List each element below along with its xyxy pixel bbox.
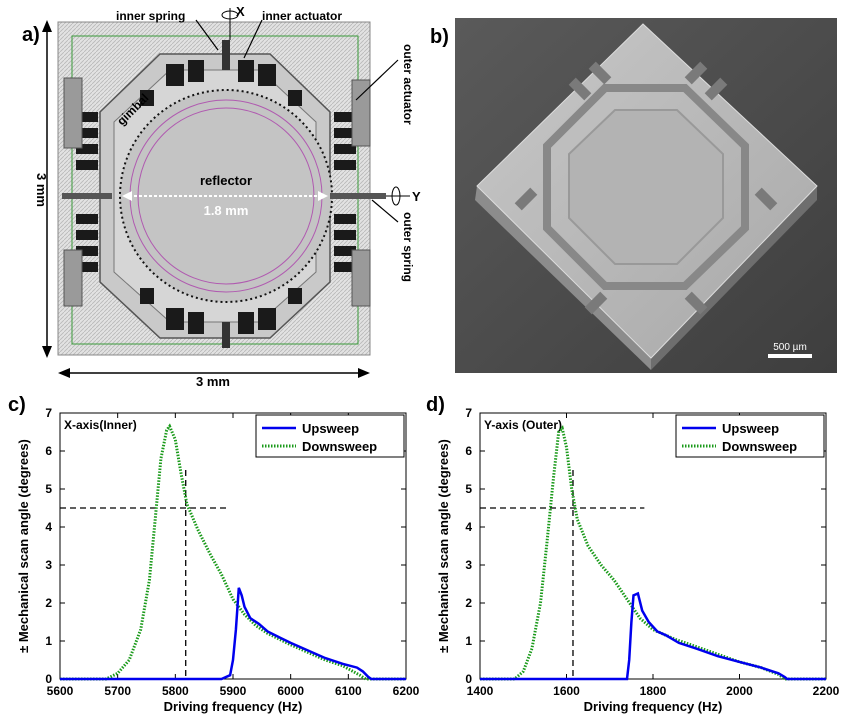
panel-label-c: c) bbox=[8, 394, 26, 416]
x-tick-label: 2200 bbox=[813, 684, 840, 698]
chart-title: Y-axis (Outer) bbox=[484, 418, 562, 432]
reflector-size-label: 1.8 mm bbox=[204, 203, 249, 218]
y-tick-label: 3 bbox=[465, 558, 472, 572]
y-tick-label: 5 bbox=[45, 482, 52, 496]
x-tick-label: 6200 bbox=[393, 684, 420, 698]
outer-actuator-label: outer actuator bbox=[401, 44, 415, 125]
outer-actuator-combs bbox=[76, 112, 356, 272]
series-line-downsweep bbox=[60, 423, 406, 681]
y-tick-label: 2 bbox=[45, 596, 52, 610]
panel-label-d: d) bbox=[426, 394, 445, 416]
x-tick-label: 5900 bbox=[220, 684, 247, 698]
device-layout-drawing: inner spring inner actuator X Y gimbal r… bbox=[34, 4, 421, 389]
outer-spring-left bbox=[62, 193, 112, 199]
sem-micrograph: 500 µm bbox=[455, 18, 837, 373]
sem-comb-features bbox=[514, 61, 778, 315]
width-dimension-label: 3 mm bbox=[196, 374, 230, 389]
x-tick-label: 5600 bbox=[47, 684, 74, 698]
bond-pad-left-bottom bbox=[63, 249, 83, 307]
y-tick-label: 4 bbox=[465, 520, 472, 534]
y-axis-label: ± Mechanical scan angle (degrees) bbox=[436, 439, 451, 653]
y-tick-label: 6 bbox=[465, 444, 472, 458]
chart-y-axis-outer: 1400 1600 1800 2000 2200 0 1 2 3 4 5 6 7 Driving freq… bbox=[436, 406, 840, 714]
x-tick-label: 5800 bbox=[162, 684, 189, 698]
legend-box bbox=[675, 414, 825, 458]
y-axis-rotation-icon bbox=[391, 186, 401, 206]
y-axis-label: ± Mechanical scan angle (degrees) bbox=[16, 439, 31, 653]
x-axis-rotation-icon bbox=[221, 10, 239, 20]
y-tick-label: 7 bbox=[45, 406, 52, 420]
y-tick-label: 4 bbox=[45, 520, 52, 534]
inner-spring-top bbox=[222, 40, 230, 70]
x-tick-label: 6100 bbox=[335, 684, 362, 698]
y-tick-label: 5 bbox=[465, 482, 472, 496]
legend-label-upsweep: Upsweep bbox=[722, 421, 779, 436]
x-tick-label: 1600 bbox=[553, 684, 580, 698]
bond-pad-left bbox=[63, 77, 83, 149]
reflector-label: reflector bbox=[200, 173, 252, 188]
outer-spring-label: outer spring bbox=[401, 212, 415, 282]
chart-x-axis-inner: 5600 5700 5800 5900 6000 6100 6200 0 1 2 3 4 5 6 7 Driv… bbox=[16, 406, 420, 714]
sem-mirror bbox=[568, 109, 724, 265]
x-tick-label: 1400 bbox=[467, 684, 494, 698]
chip-side-left bbox=[475, 186, 651, 370]
chip-side-right bbox=[651, 186, 817, 370]
series-line-upsweep bbox=[480, 591, 826, 681]
height-dimension-label: 3 mm bbox=[34, 173, 49, 207]
legend-label-upsweep: Upsweep bbox=[302, 421, 359, 436]
x-tick-label: 2000 bbox=[726, 684, 753, 698]
inner-spring-bottom bbox=[222, 322, 230, 348]
panel-label-a: a) bbox=[22, 24, 40, 46]
y-tick-label: 2 bbox=[465, 596, 472, 610]
inner-spring-label: inner spring bbox=[116, 9, 185, 23]
inner-actuator-label: inner actuator bbox=[262, 9, 342, 23]
scale-bar-label: 500 µm bbox=[773, 342, 807, 353]
x-tick-label: 5700 bbox=[104, 684, 131, 698]
scale-bar bbox=[768, 354, 812, 358]
series-line-upsweep bbox=[60, 587, 406, 681]
frame-outline bbox=[71, 35, 359, 345]
sem-gimbal bbox=[543, 84, 749, 290]
y-tick-label: 3 bbox=[45, 558, 52, 572]
axis-y-label: Y bbox=[412, 189, 421, 204]
legend-box bbox=[255, 414, 405, 458]
y-tick-label: 0 bbox=[465, 672, 472, 686]
y-tick-label: 1 bbox=[45, 634, 52, 648]
chart-title: X-axis(Inner) bbox=[64, 418, 137, 432]
inner-actuator-combs bbox=[140, 60, 302, 334]
y-tick-label: 7 bbox=[465, 406, 472, 420]
legend-label-downsweep: Downsweep bbox=[722, 439, 797, 454]
x-tick-label: 6000 bbox=[277, 684, 304, 698]
x-axis-label: Driving frequency (Hz) bbox=[164, 699, 303, 714]
bond-pad-right-bottom bbox=[351, 249, 371, 307]
panel-label-b: b) bbox=[430, 26, 449, 48]
x-tick-label: 1800 bbox=[640, 684, 667, 698]
y-tick-label: 1 bbox=[465, 634, 472, 648]
legend-label-downsweep: Downsweep bbox=[302, 439, 377, 454]
axis-x-label: X bbox=[236, 4, 245, 19]
outer-spring-right bbox=[330, 193, 386, 199]
y-tick-label: 0 bbox=[45, 672, 52, 686]
y-tick-label: 6 bbox=[45, 444, 52, 458]
x-axis-label: Driving frequency (Hz) bbox=[584, 699, 723, 714]
bond-pad-right bbox=[351, 79, 371, 147]
